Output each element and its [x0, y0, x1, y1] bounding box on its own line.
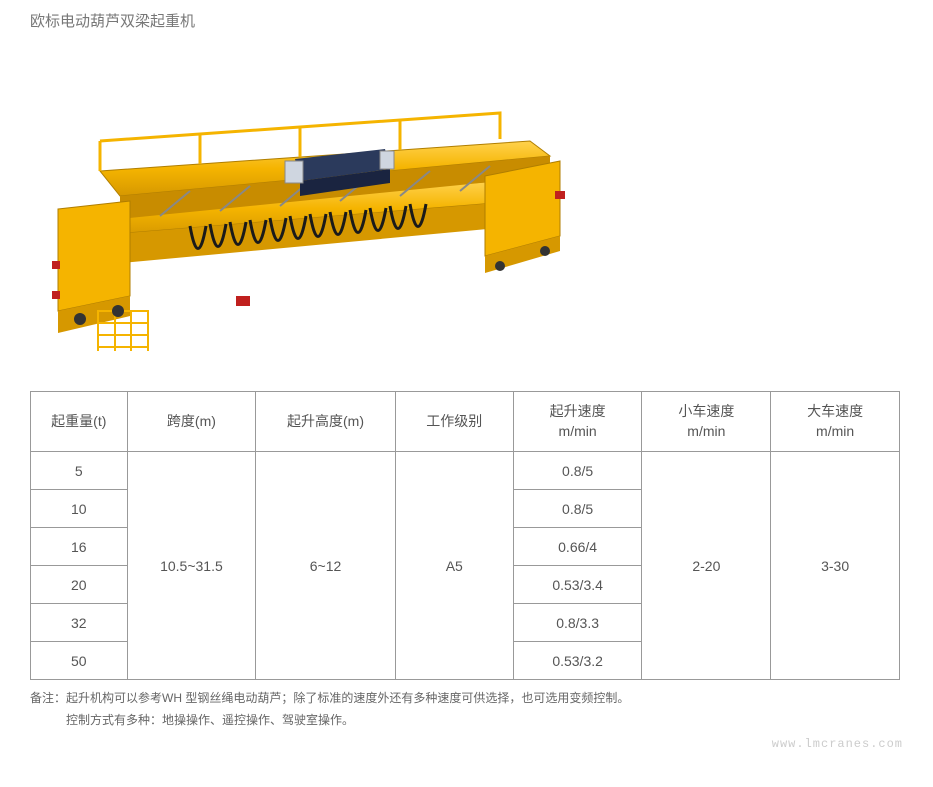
cell-duty: A5 [395, 452, 513, 680]
cell-lift-speed: 0.53/3.4 [513, 566, 642, 604]
col-duty: 工作级别 [395, 392, 513, 452]
cell-capacity: 32 [31, 604, 128, 642]
watermark: www.lmcranes.com [30, 737, 903, 751]
col-travel-speed: 大车速度m/min [771, 392, 900, 452]
note-line-2: 控制方式有多种：地操操作、遥控操作、驾驶室操作。 [66, 710, 903, 732]
table-body: 5 10.5~31.5 6~12 A5 0.8/5 2-20 3-30 10 0… [31, 452, 900, 680]
cell-lift-speed: 0.8/5 [513, 452, 642, 490]
cell-capacity: 5 [31, 452, 128, 490]
page-title: 欧标电动葫芦双梁起重机 [30, 10, 903, 31]
col-span: 跨度(m) [127, 392, 256, 452]
cell-lift-speed: 0.53/3.2 [513, 642, 642, 680]
cell-lift-speed: 0.8/5 [513, 490, 642, 528]
note-text-1: 起升机构可以参考WH 型钢丝绳电动葫芦；除了标准的速度外还有多种速度可供选择，也… [66, 691, 629, 705]
cell-height: 6~12 [256, 452, 395, 680]
cell-lift-speed: 0.8/3.3 [513, 604, 642, 642]
table-row: 5 10.5~31.5 6~12 A5 0.8/5 2-20 3-30 [31, 452, 900, 490]
cell-capacity: 20 [31, 566, 128, 604]
cell-lift-speed: 0.66/4 [513, 528, 642, 566]
cell-travel-speed: 3-30 [771, 452, 900, 680]
note-line-1: 备注：起升机构可以参考WH 型钢丝绳电动葫芦；除了标准的速度外还有多种速度可供选… [30, 688, 903, 710]
col-lift-speed: 起升速度m/min [513, 392, 642, 452]
crane-illustration [40, 61, 600, 351]
spec-table: 起重量(t) 跨度(m) 起升高度(m) 工作级别 起升速度m/min 小车速度… [30, 391, 900, 680]
cell-capacity: 50 [31, 642, 128, 680]
col-trolley-speed: 小车速度m/min [642, 392, 771, 452]
cell-trolley-speed: 2-20 [642, 452, 771, 680]
notes: 备注：起升机构可以参考WH 型钢丝绳电动葫芦；除了标准的速度外还有多种速度可供选… [30, 688, 903, 731]
table-header-row: 起重量(t) 跨度(m) 起升高度(m) 工作级别 起升速度m/min 小车速度… [31, 392, 900, 452]
note-prefix: 备注： [30, 691, 66, 705]
cell-capacity: 16 [31, 528, 128, 566]
col-height: 起升高度(m) [256, 392, 395, 452]
cell-capacity: 10 [31, 490, 128, 528]
cell-span: 10.5~31.5 [127, 452, 256, 680]
col-capacity: 起重量(t) [31, 392, 128, 452]
